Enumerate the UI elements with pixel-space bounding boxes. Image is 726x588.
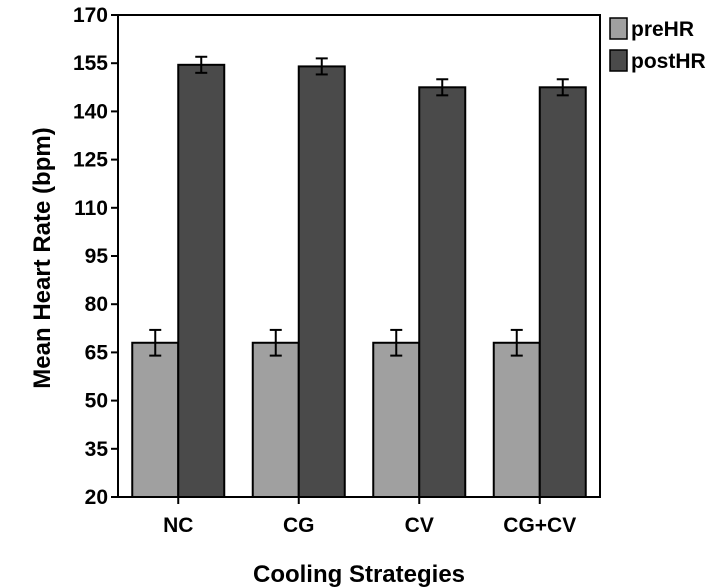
y-tick-label-50: 50 [85,390,108,413]
error-bar-prehr-cg [269,328,282,357]
error-bar-posthr-nc [195,55,208,74]
bar-prehr-cv [372,341,421,499]
x-tick-label-cv: CV [405,514,434,537]
y-tick-label-110: 110 [74,197,108,220]
x-tick-label-nc: NC [163,514,193,537]
error-bars-layer [149,55,569,357]
y-tick-label-125: 125 [73,149,108,172]
error-bar-prehr-cv [390,328,403,357]
x-axis: NC CG CV CG+CV [163,497,576,537]
y-tick-label-35: 35 [85,438,109,461]
y-tick-label-80: 80 [85,293,108,316]
y-axis-title: Mean Heart Rate (bpm) [29,127,56,388]
error-bar-prehr-nc [149,328,162,357]
bar-posthr-cg-cv [538,86,587,499]
bar-posthr-cg [297,65,346,498]
y-axis: 20 35 50 65 80 95 110 125 140 155 170 [73,4,118,509]
error-bar-prehr-cg-cv [510,328,523,357]
error-bar-posthr-cg-cv [556,78,569,97]
error-bar-posthr-cv [436,78,449,97]
x-axis-title: Cooling Strategies [253,561,465,588]
bar-prehr-nc [131,341,180,499]
y-tick-label-170: 170 [73,4,108,27]
legend-swatch-prehr [609,17,628,40]
y-tick-label-20: 20 [85,486,108,509]
bar-prehr-cg-cv [492,341,541,499]
bar-posthr-nc [177,63,226,498]
x-tick-label-cg: CG [283,514,315,537]
legend-label-posthr: postHR [631,50,706,73]
legend-label-prehr: preHR [631,18,694,41]
bar-prehr-cg [251,341,300,499]
y-tick-label-95: 95 [85,245,109,268]
bar-posthr-cv [418,86,467,499]
y-tick-label-140: 140 [73,100,108,123]
error-bar-posthr-cg [315,57,328,76]
x-tick-label-cg-cv: CG+CV [503,514,576,537]
y-tick-label-155: 155 [73,52,108,75]
legend-swatch-posthr [609,49,628,72]
legend: preHR postHR [609,17,706,73]
y-tick-label-65: 65 [85,341,109,364]
